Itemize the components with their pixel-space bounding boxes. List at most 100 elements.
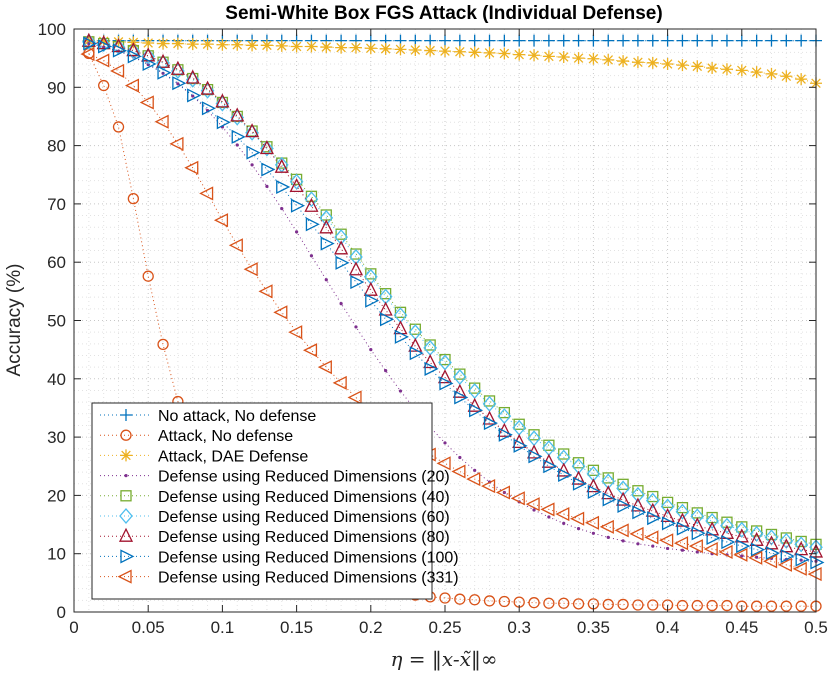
data-point [558,467,573,483]
data-point [216,115,231,130]
data-point [200,80,215,95]
data-point [439,376,454,391]
data-point [119,508,133,524]
data-point [120,549,135,564]
data-point [691,599,703,612]
data-point [691,526,706,541]
data-point [602,34,615,47]
legend-label: Attack, No defense [158,428,293,445]
data-point [473,468,477,472]
data-point [309,254,314,258]
data-point [436,456,451,471]
data-point [348,261,364,276]
data-point [172,76,187,91]
data-point [601,485,616,500]
data-point [320,41,333,54]
data-point [423,354,438,369]
data-point [666,546,670,551]
data-point [749,525,764,542]
data-point [187,88,202,103]
data-point [572,34,585,47]
data-point [118,527,134,542]
legend-item: Attack, No defense [100,428,293,445]
data-point [363,281,378,296]
series-line [88,41,817,545]
data-point [394,43,407,56]
data-point [332,375,347,390]
data-point [688,539,703,554]
data-point [324,278,328,282]
data-point [349,41,362,54]
y-tick-label: 0 [57,603,66,622]
data-point [171,62,185,79]
data-point [439,34,451,47]
data-point [645,492,660,509]
data-point [469,403,484,418]
data-point [602,472,614,484]
series-layer [80,32,825,612]
data-point [734,521,749,538]
y-tick-label: 100 [38,20,66,39]
data-point [780,548,795,564]
data-point [246,39,259,52]
data-point [661,57,674,70]
y-axis-label: Accuracy (%) [4,264,25,377]
data-point [320,236,335,251]
data-point [591,531,596,535]
data-point [378,301,393,316]
x-tick-label: 0.1 [211,618,235,637]
data-point [695,550,699,554]
data-point [631,486,645,503]
data-point [795,600,807,612]
data-point [260,140,274,157]
legend-item: Attack, DAE Defense [100,448,308,465]
data-point [498,34,511,47]
legend-label: No attack, No defense [158,408,316,425]
data-point [200,82,215,99]
data-point [528,49,541,62]
data-point [335,255,350,270]
data-point [184,160,199,175]
data-point [675,512,690,527]
data-point [660,507,675,523]
y-tick-label: 60 [47,253,66,272]
data-point [734,528,749,543]
data-point [750,542,766,557]
x-tick-label: 0.25 [428,618,461,637]
data-point [215,95,230,112]
x-tick-label: 0.15 [280,618,313,637]
y-tick-label: 30 [47,428,66,447]
data-point [617,478,629,490]
legend-item: Defense using Reduced Dimensions (40) [100,489,450,506]
data-point [587,52,600,65]
data-point [369,348,373,352]
data-point [570,511,585,526]
legend-label: Defense using Reduced Dimensions (100) [158,549,459,566]
data-point [110,63,125,79]
data-point [451,464,466,479]
data-point [354,325,358,329]
data-point [631,34,644,47]
data-point [587,34,600,47]
data-point [748,550,763,565]
data-point [112,43,127,58]
data-point [584,515,600,530]
data-point [576,527,581,531]
data-point [127,49,142,64]
data-point [676,599,689,612]
data-point [468,34,481,47]
data-point [617,55,630,68]
data-point [721,599,733,612]
data-point [408,337,423,352]
data-point [706,530,721,546]
data-point [139,95,154,110]
series-4 [87,41,818,563]
data-point [763,554,778,569]
data-point [572,457,585,469]
data-point [721,534,736,550]
data-point [258,284,273,299]
data-point [646,34,659,47]
data-point [617,498,632,513]
data-point [317,360,332,375]
data-point [454,390,469,405]
